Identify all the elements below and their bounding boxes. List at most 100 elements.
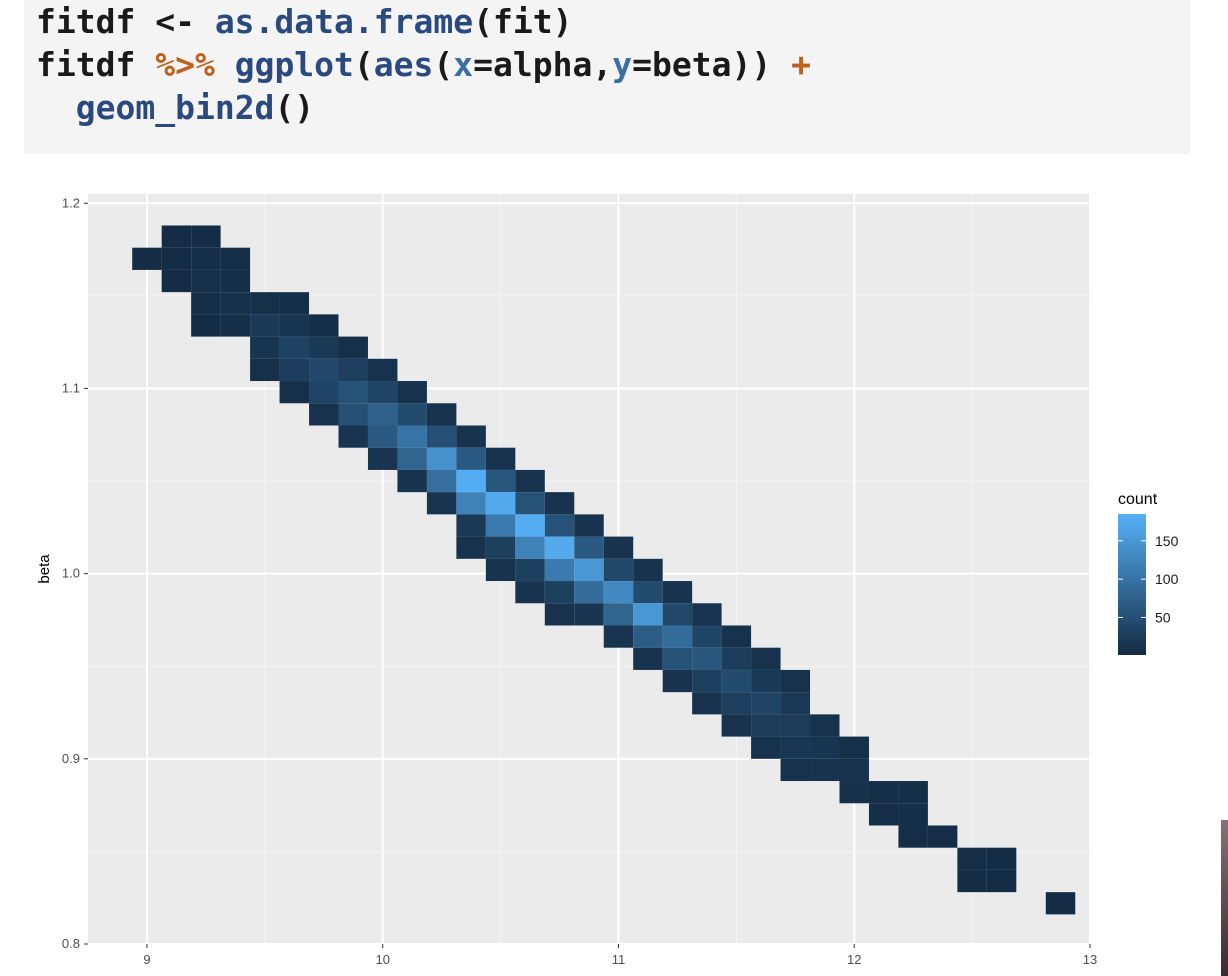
bin-tile [279,381,310,404]
bin-tile [957,869,987,893]
bin-tile [780,736,811,759]
code-token [215,45,235,84]
bin-tile [603,536,634,559]
bin-tile [839,781,869,804]
legend-ticks: 50 100 150 [1118,533,1179,625]
y-tick-label: 0.8 [62,936,80,951]
bin-tile [220,314,251,337]
code-token: =beta)) [632,45,792,84]
bin-tile [662,625,693,648]
code-block: fitdf <- as.data.frame(fit) fitdf %>% gg… [24,0,1190,154]
bin-tile [692,669,722,693]
bin-tile [751,714,781,737]
code-token: (fit) [473,2,573,41]
x-tick-label: 13 [1083,952,1097,967]
y-axis: 0.8 0.9 1.0 1.1 1.2 [62,195,88,951]
bin-tile [191,247,221,270]
bin-tile [279,292,310,315]
bin-tile [898,803,928,826]
bin-tile [751,736,781,759]
bin-tile [485,514,516,537]
bin-tile [603,603,634,626]
code-token: ( [433,45,454,84]
code-token [36,88,76,127]
bin-tile [279,358,310,382]
bin-tile [544,492,575,515]
bin-tile [721,625,752,648]
bin-tile [485,469,516,493]
bin-tile [574,558,604,582]
y-tick-label: 1.2 [62,195,80,210]
bin-tile [250,336,280,359]
bin-tile [544,536,575,559]
bin-tile [191,269,221,293]
bin-tiles [132,225,1076,915]
bin2d-chart: 9 10 11 12 13 0.8 0.9 1.0 1.1 1.2 beta count 50 1… [36,194,1179,967]
y-tick-label: 1.0 [62,566,80,581]
bin-tile [220,247,251,270]
bin-tile [309,403,339,426]
bin-tile [338,358,368,382]
bin-tile [515,581,545,604]
code-token: y [612,45,633,84]
bin-tile [692,692,722,715]
bin-tile [456,469,486,493]
bin-tile [367,447,398,470]
bin-tile [279,336,310,359]
bin-tile [456,447,486,470]
bin-tile [397,403,427,426]
bin-tile [220,292,251,315]
legend-tick-label: 150 [1155,533,1179,549]
x-tick-label: 12 [847,952,861,967]
bin-tile [544,514,575,537]
bin-tile [662,581,693,604]
bin-tile [662,603,693,626]
legend-tick-label: 50 [1155,609,1171,625]
bin-tile [544,558,575,582]
bin-tile [397,425,427,448]
bin-tile [780,758,811,782]
bin-tile [250,292,280,315]
bin-tile [485,492,516,515]
bin-tile [839,758,869,782]
code-token: () [274,88,315,127]
bin-tile [426,492,457,515]
x-axis: 9 10 11 12 13 [143,944,1097,967]
code-token: geom_bin2d [75,88,275,127]
bin-tile [456,514,486,537]
bin-tile [338,336,368,359]
x-tick-label: 11 [612,952,626,967]
bin-tile [574,581,604,604]
bin-tile [515,558,545,582]
code-token: ( [353,45,374,84]
code-token: as.data.frame [214,2,474,41]
bin-tile [544,581,575,604]
bin-tile [721,692,752,715]
bin-tile [780,714,811,737]
bin-tile [927,825,958,848]
bin-tile [515,492,545,515]
bin-tile [485,558,516,582]
bin-tile [367,403,398,426]
bin-tile [839,736,869,759]
bin-tile [810,758,840,782]
code-token: ggplot [234,45,354,84]
bin-tile [426,403,457,426]
bin-tile [721,647,752,670]
bin-tile [751,692,781,715]
code-token: %>% [155,45,215,84]
bin-tile [191,225,221,248]
code-token: aes [373,45,434,84]
code-line-3: geom_bin2d() [36,88,314,127]
bin-tile [692,603,722,626]
bin-tile [161,247,192,270]
code-token: fitdf [36,45,156,84]
bin-tile [515,469,545,493]
bin-tile [662,647,693,670]
code-line-2: fitdf %>% ggplot(aes(x=alpha,y=beta)) + [36,45,811,84]
legend-colorbar [1118,514,1146,655]
bin-tile [515,536,545,559]
bin-tile [367,425,398,448]
webcam-overlay-edge [1221,820,1228,976]
bin-tile [721,714,752,737]
